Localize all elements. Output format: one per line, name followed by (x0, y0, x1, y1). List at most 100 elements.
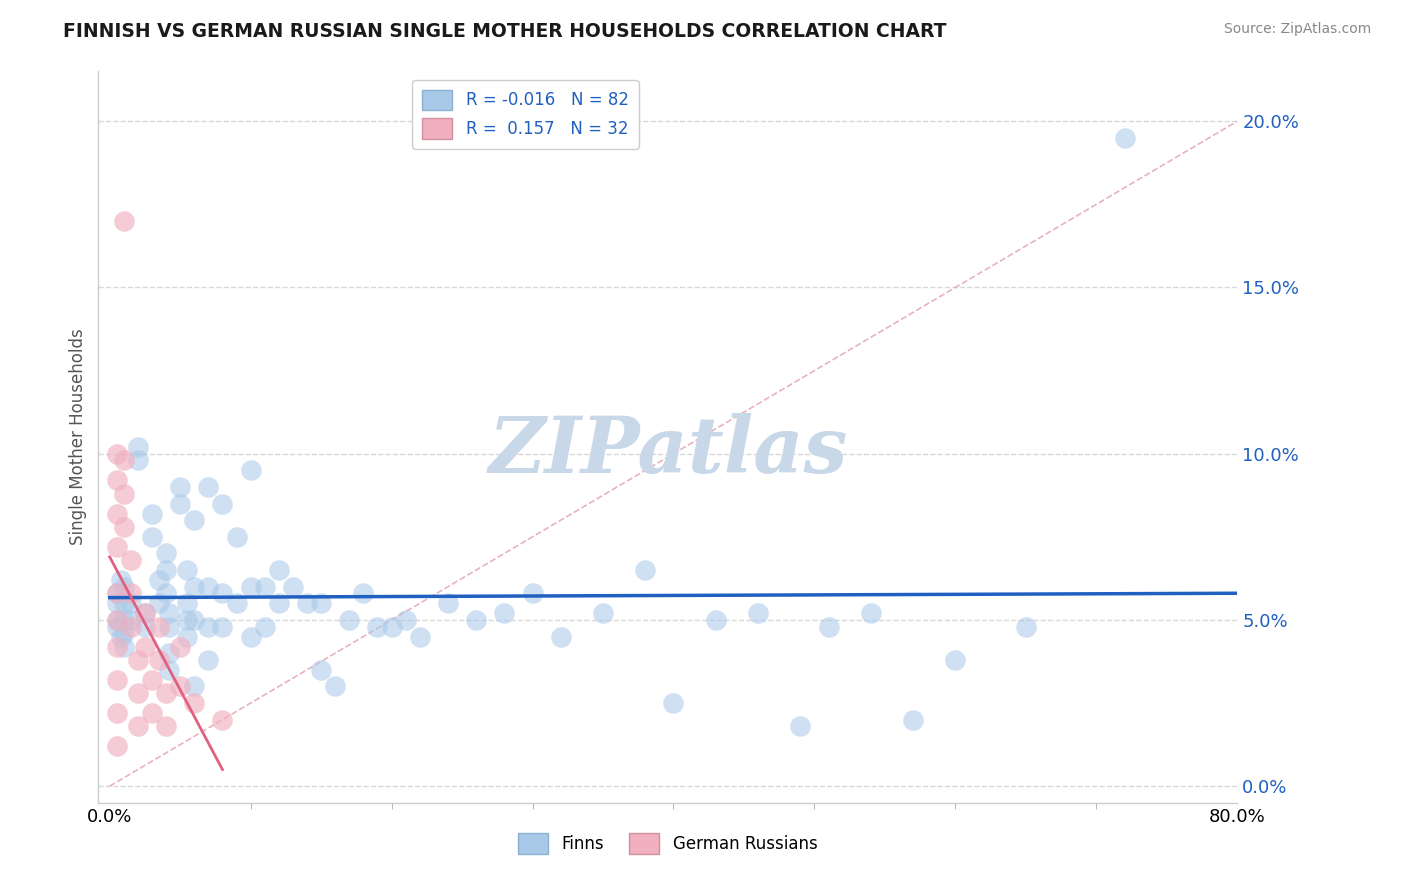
Point (134, 640, 156, 654)
Y-axis label: Single Mother Households: Single Mother Households (69, 329, 87, 545)
Point (176, 563, 198, 577)
Point (176, 630, 198, 644)
Point (437, 596, 460, 610)
Point (141, 673, 163, 687)
Point (157, 607, 180, 621)
Point (105, 596, 128, 610)
Point (120, 596, 142, 610)
Point (337, 613, 360, 627)
Point (112, 453, 135, 467)
Point (155, 546, 177, 560)
Point (522, 586, 544, 600)
Point (141, 706, 163, 720)
Point (592, 607, 614, 621)
Point (550, 630, 572, 644)
Point (105, 507, 128, 521)
Point (127, 719, 149, 733)
Point (110, 630, 132, 644)
Point (112, 596, 135, 610)
Point (105, 540, 128, 554)
Point (197, 619, 219, 633)
Point (239, 630, 262, 644)
Point (211, 497, 233, 511)
Point (120, 619, 142, 633)
Point (148, 596, 170, 610)
Point (105, 586, 128, 600)
Point (157, 646, 180, 660)
Point (105, 586, 128, 600)
Point (127, 453, 149, 467)
Point (105, 613, 128, 627)
Text: Source: ZipAtlas.com: Source: ZipAtlas.com (1223, 22, 1371, 37)
Point (127, 686, 149, 700)
Point (267, 563, 290, 577)
Point (105, 673, 128, 687)
Point (112, 626, 135, 640)
Point (309, 596, 332, 610)
Point (148, 653, 170, 667)
Point (141, 530, 163, 544)
Point (120, 553, 142, 567)
Point (197, 580, 219, 594)
Point (157, 619, 180, 633)
Point (239, 580, 262, 594)
Point (901, 713, 924, 727)
Point (747, 607, 769, 621)
Point (169, 640, 191, 654)
Point (253, 580, 276, 594)
Point (127, 653, 149, 667)
Point (295, 596, 318, 610)
Point (381, 619, 404, 633)
Point (366, 619, 388, 633)
Point (1015, 619, 1038, 633)
Point (169, 680, 191, 694)
Point (465, 613, 488, 627)
Point (155, 586, 177, 600)
Point (134, 619, 156, 633)
Point (211, 713, 233, 727)
Point (105, 473, 128, 487)
Point (183, 613, 205, 627)
Point (169, 497, 191, 511)
Point (817, 619, 839, 633)
Point (352, 586, 374, 600)
Point (105, 447, 128, 461)
Point (112, 613, 135, 627)
Point (105, 613, 128, 627)
Point (183, 580, 205, 594)
Point (148, 573, 170, 587)
Point (704, 613, 727, 627)
Point (155, 563, 177, 577)
Point (409, 630, 432, 644)
Point (323, 680, 346, 694)
Point (395, 613, 418, 627)
Point (789, 719, 811, 733)
Point (183, 513, 205, 527)
Text: FINNISH VS GERMAN RUSSIAN SINGLE MOTHER HOUSEHOLDS CORRELATION CHART: FINNISH VS GERMAN RUSSIAN SINGLE MOTHER … (63, 22, 946, 41)
Point (859, 607, 882, 621)
Point (281, 580, 304, 594)
Point (112, 640, 135, 654)
Point (112, 486, 135, 500)
Point (494, 607, 516, 621)
Point (253, 619, 276, 633)
Point (176, 613, 198, 627)
Point (134, 607, 156, 621)
Point (197, 480, 219, 494)
Point (148, 619, 170, 633)
Text: ZIPatlas: ZIPatlas (488, 414, 848, 490)
Point (105, 619, 128, 633)
Point (157, 663, 180, 677)
Point (110, 573, 132, 587)
Point (176, 596, 198, 610)
Point (134, 607, 156, 621)
Point (634, 563, 657, 577)
Point (211, 619, 233, 633)
Point (662, 696, 685, 710)
Point (225, 530, 247, 544)
Point (183, 696, 205, 710)
Point (112, 520, 135, 534)
Point (225, 596, 247, 610)
Point (197, 653, 219, 667)
Point (120, 586, 142, 600)
